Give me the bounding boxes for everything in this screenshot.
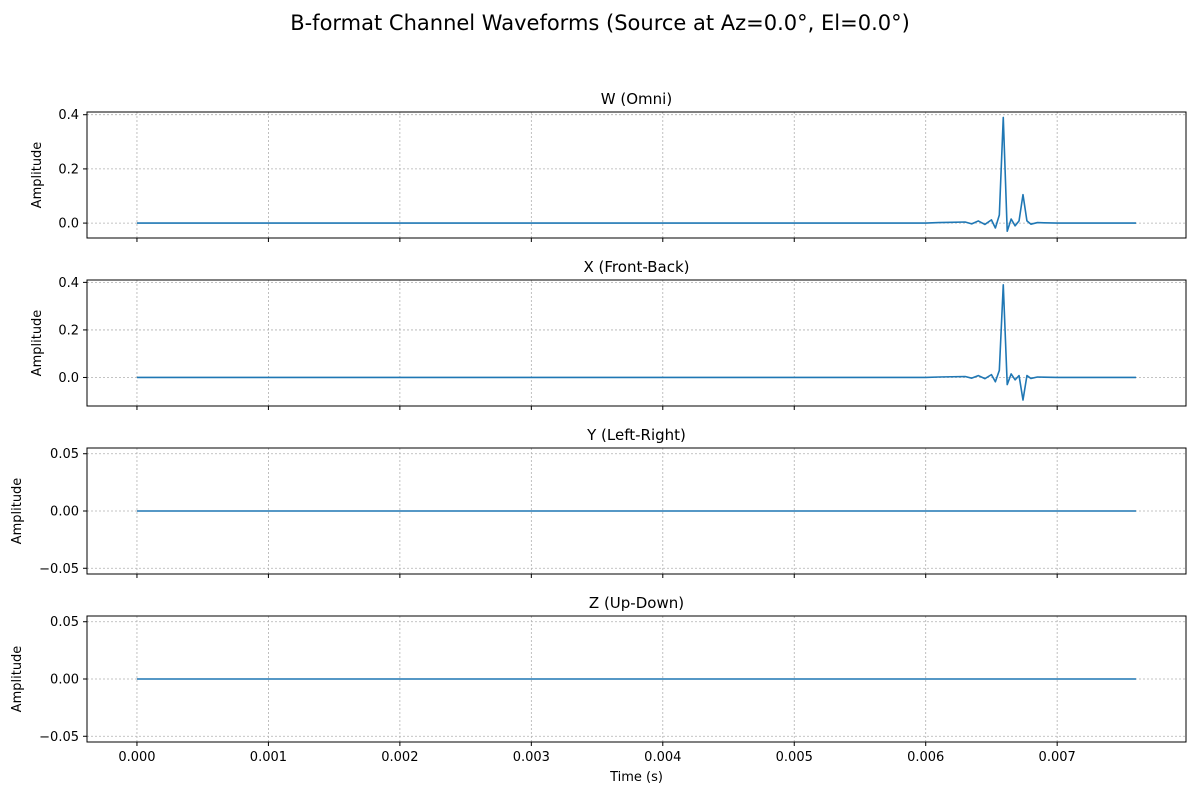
subplot-title: X (Front-Back) — [584, 258, 690, 276]
subplot-title: Y (Left-Right) — [586, 426, 686, 444]
x-tick-label: 0.006 — [907, 750, 944, 765]
subplot-2: 0.0 0.2 0.4 X (Front-Back) Amplitude — [30, 258, 1187, 410]
axes-frame — [86, 279, 1187, 407]
x-tick-label: 0.003 — [513, 750, 550, 765]
y-tick-label: 0.00 — [50, 673, 79, 688]
y-tick-label: 0.2 — [58, 323, 79, 338]
x-tick-label: 0.007 — [1039, 750, 1076, 765]
y-axis-label: Amplitude — [30, 310, 45, 377]
subplot-3: −0.05 0.00 0.05 Y (Left-Right) Amplitude — [10, 426, 1187, 578]
series-line — [136, 283, 1137, 401]
x-tick-label: 0.004 — [644, 750, 681, 765]
y-axis-label: Amplitude — [30, 142, 45, 209]
axes-frame — [86, 111, 1187, 239]
x-tick-label: 0.002 — [381, 750, 418, 765]
y-tick-label: 0.05 — [50, 447, 79, 462]
x-axis-label: Time (s) — [609, 770, 663, 785]
y-tick-label: 0.4 — [58, 276, 79, 291]
y-tick-label: 0.00 — [50, 505, 79, 520]
series-line — [136, 116, 1137, 233]
y-tick-label: 0.4 — [58, 108, 79, 123]
y-axis-label: Amplitude — [10, 478, 25, 545]
y-tick-label: −0.05 — [39, 562, 79, 577]
subplot-4: 0.000 0.001 0.002 0.003 0.004 0.005 0.006 0.007… — [10, 594, 1187, 785]
subplot-1: 0.0 0.2 0.4 W (Omni) Amplitude — [30, 90, 1187, 242]
y-tick-label: 0.0 — [58, 217, 79, 232]
y-tick-label: 0.2 — [58, 162, 79, 177]
y-tick-label: 0.05 — [50, 615, 79, 630]
y-axis-label: Amplitude — [10, 646, 25, 713]
y-tick-label: −0.05 — [39, 730, 79, 745]
x-tick-label: 0.001 — [250, 750, 287, 765]
x-tick-label: 0.005 — [776, 750, 813, 765]
y-tick-label: 0.0 — [58, 371, 79, 386]
subplot-title: Z (Up-Down) — [589, 594, 684, 612]
x-tick-label: 0.000 — [118, 750, 155, 765]
subplot-title: W (Omni) — [601, 90, 672, 108]
figure-title: B-format Channel Waveforms (Source at Az… — [290, 11, 910, 35]
